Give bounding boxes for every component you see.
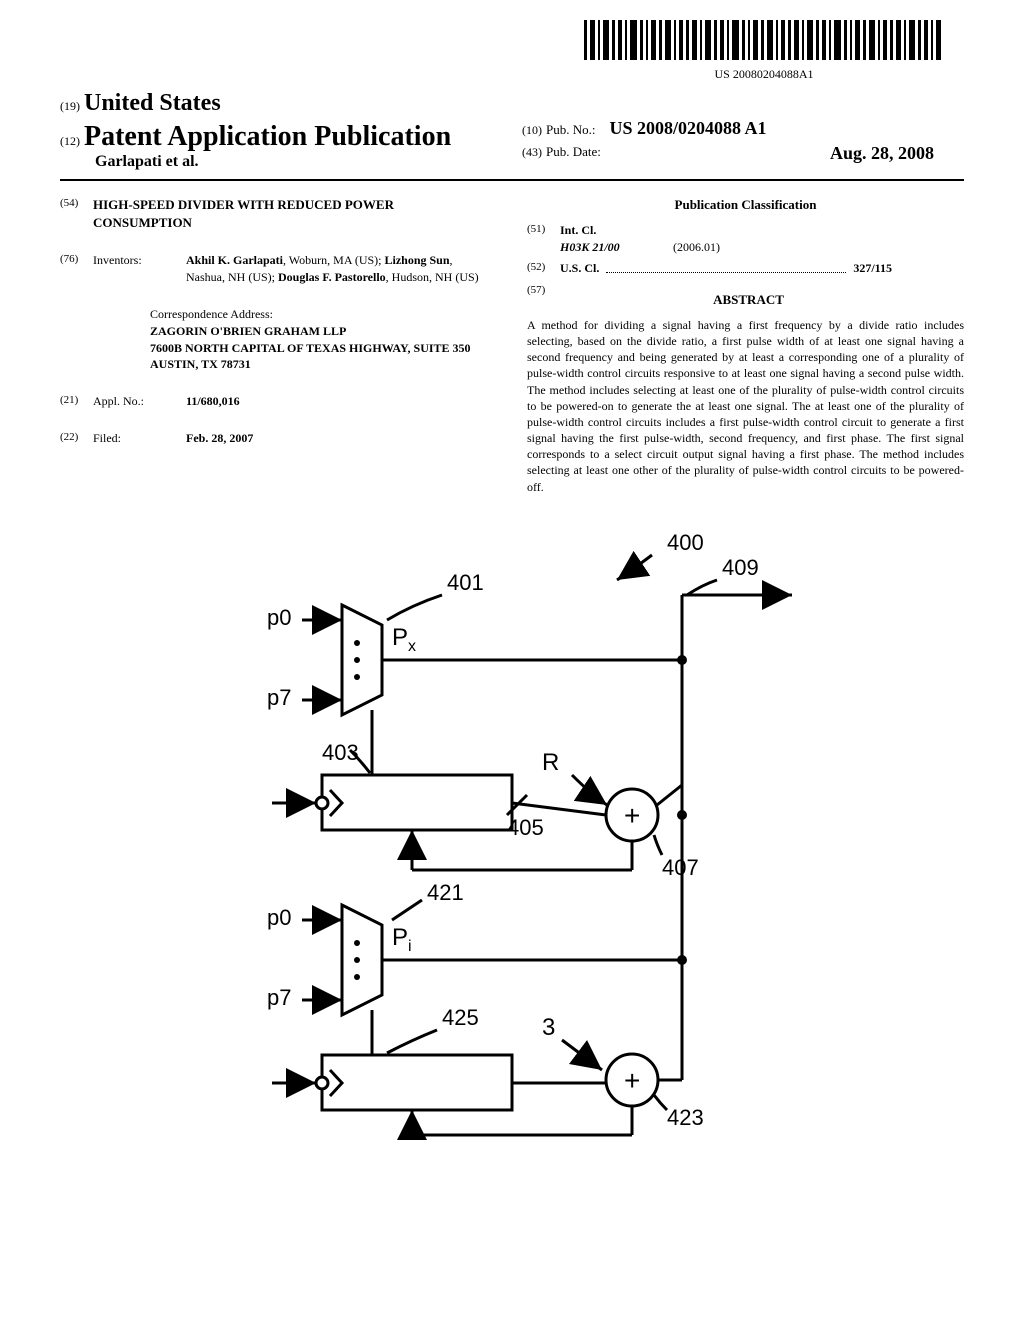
ref-405: 405 [507, 815, 544, 840]
correspondence-label: Correspondence Address: [150, 306, 497, 323]
appl-value: 11/680,016 [186, 393, 240, 410]
authors-line: Garlapati et al. [95, 153, 502, 171]
country-field-num: (19) [60, 99, 80, 113]
barcode-number: US 20080204088A1 [584, 67, 944, 82]
ref-421: 421 [427, 880, 464, 905]
label-3: 3 [542, 1014, 555, 1041]
circuit-diagram-svg: 400 409 Px 401 p0 p7 [212, 525, 812, 1145]
barcode-block: US 20080204088A1 [584, 20, 944, 82]
document-header: (19) United States (12) Patent Applicati… [60, 90, 964, 171]
publication-number: US 2008/0204088 A1 [609, 118, 766, 138]
abstract-field-num: (57) [527, 283, 557, 298]
correspondence-addr1: 7600B NORTH CAPITAL OF TEXAS HIGHWAY, SU… [150, 340, 497, 357]
ref-401: 401 [447, 570, 484, 595]
appl-field-num: (21) [60, 393, 90, 408]
abstract-text: A method for dividing a signal having a … [527, 317, 964, 495]
dotted-leader [606, 265, 846, 273]
uscl-value: 327/115 [853, 261, 892, 275]
label-p0-top: p0 [267, 605, 291, 630]
label-R: R [542, 749, 559, 776]
header-divider [60, 179, 964, 181]
country-name: United States [84, 90, 221, 116]
inventors-label: Inventors: [93, 252, 173, 269]
content-columns: (54) HIGH-SPEED DIVIDER WITH REDUCED POW… [60, 196, 964, 495]
inventors-field-num: (76) [60, 252, 90, 267]
uscl-label: U.S. Cl. [560, 261, 599, 275]
correspondence-name: ZAGORIN O'BRIEN GRAHAM LLP [150, 323, 497, 340]
publication-type: Patent Application Publication [84, 121, 451, 152]
intcl-label: Int. Cl. [560, 223, 596, 237]
publication-date: Aug. 28, 2008 [830, 143, 934, 164]
filed-block: (22) Filed: Feb. 28, 2007 [60, 430, 497, 447]
correspondence-addr2: AUSTIN, TX 78731 [150, 356, 497, 373]
intcl-field-num: (51) [527, 222, 557, 237]
ref-407: 407 [662, 855, 699, 880]
pub-date-label: Pub. Date: [546, 144, 601, 159]
intcl-code: H03K 21/00 [560, 239, 670, 256]
ref-400: 400 [667, 530, 704, 555]
label-Pi: Pi [392, 924, 412, 955]
barcode-icon [584, 20, 944, 60]
pub-no-label: Pub. No.: [546, 122, 595, 137]
inventors-list: Akhil K. Garlapati, Woburn, MA (US); Liz… [186, 252, 493, 286]
correspondence-block: Correspondence Address: ZAGORIN O'BRIEN … [60, 306, 497, 373]
circuit-diagram: 400 409 Px 401 p0 p7 [60, 525, 964, 1145]
filed-value: Feb. 28, 2007 [186, 430, 253, 447]
title-block: (54) HIGH-SPEED DIVIDER WITH REDUCED POW… [60, 196, 497, 232]
uscl-row: (52) U.S. Cl. 327/115 [527, 260, 964, 277]
filed-label: Filed: [93, 430, 183, 447]
filed-field-num: (22) [60, 430, 90, 445]
application-number-block: (21) Appl. No.: 11/680,016 [60, 393, 497, 410]
abstract-title: ABSTRACT [560, 291, 937, 309]
invention-title: HIGH-SPEED DIVIDER WITH REDUCED POWER CO… [93, 196, 490, 232]
ref-423: 423 [667, 1105, 704, 1130]
label-Px: Px [392, 624, 416, 655]
label-p0-bot: p0 [267, 905, 291, 930]
intcl-year: (2006.01) [673, 240, 720, 254]
pub-classification-title: Publication Classification [527, 196, 964, 214]
title-field-num: (54) [60, 196, 90, 211]
ref-425: 425 [442, 1005, 479, 1030]
intcl-row: (51) Int. Cl. H03K 21/00 (2006.01) [527, 222, 964, 256]
ref-409: 409 [722, 555, 759, 580]
uscl-field-num: (52) [527, 260, 557, 275]
label-p7-bot: p7 [267, 985, 291, 1010]
plus-top: + [624, 800, 640, 831]
pub-type-field-num: (12) [60, 134, 80, 148]
label-p7-top: p7 [267, 685, 291, 710]
inventors-block: (76) Inventors: Akhil K. Garlapati, Wobu… [60, 252, 497, 286]
pub-no-field-num: (10) [522, 123, 542, 137]
appl-label: Appl. No.: [93, 393, 183, 410]
pub-date-field-num: (43) [522, 145, 542, 159]
plus-bot: + [624, 1065, 640, 1096]
